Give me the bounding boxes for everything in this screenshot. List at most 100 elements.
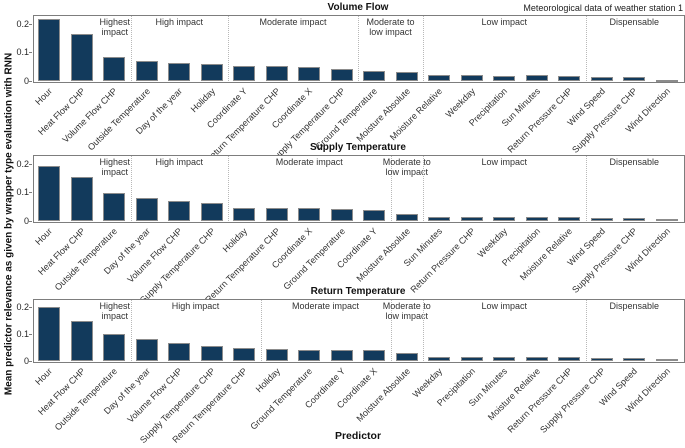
- bar: [103, 57, 126, 81]
- bar: [460, 75, 483, 81]
- impact-group-separator: [390, 300, 392, 361]
- bar: [525, 217, 548, 221]
- bar: [233, 208, 256, 221]
- bar: [265, 349, 288, 361]
- bar: [168, 201, 191, 221]
- impact-group-separator: [585, 156, 587, 221]
- bar: [525, 357, 548, 361]
- bar: [655, 359, 678, 361]
- bar: [395, 72, 418, 81]
- bar: [363, 350, 386, 361]
- bar: [298, 67, 321, 81]
- bar: [70, 321, 93, 361]
- bar: [135, 198, 158, 221]
- bar: [623, 77, 646, 81]
- bar: [363, 71, 386, 81]
- bar: [395, 353, 418, 361]
- bar: [493, 76, 516, 81]
- bar: [460, 217, 483, 221]
- y-tick-mark: [29, 334, 32, 336]
- bar: [70, 177, 93, 221]
- bar: [655, 80, 678, 82]
- bar: [428, 217, 451, 221]
- impact-group-label: Dispensable: [609, 301, 660, 311]
- y-tick-label: 0: [23, 216, 29, 226]
- impact-group-label: Highest impact: [99, 301, 131, 321]
- impact-group-label: Moderate to low impact: [366, 17, 415, 37]
- impact-group-separator: [585, 16, 587, 81]
- bar: [70, 34, 93, 81]
- y-tick-label: 0.1: [16, 47, 29, 58]
- bar: [200, 346, 223, 361]
- impact-group-separator: [423, 16, 424, 81]
- bar: [38, 307, 61, 361]
- chart-title: Volume Flow: [327, 2, 389, 13]
- y-tick-label: 0.1: [16, 329, 29, 340]
- bar: [330, 69, 353, 81]
- impact-group-label: Highest impact: [99, 17, 131, 37]
- y-tick-mark: [29, 192, 32, 194]
- y-tick-mark: [29, 52, 32, 54]
- bar: [103, 334, 126, 361]
- bar: [590, 358, 613, 361]
- y-tick-mark: [29, 163, 32, 165]
- impact-group-label: Highest impact: [99, 157, 131, 177]
- y-tick-label: 0: [23, 356, 29, 366]
- impact-group-separator: [585, 300, 587, 361]
- impact-group-separator: [423, 156, 424, 221]
- bar: [590, 218, 613, 221]
- impact-group-separator: [228, 16, 229, 81]
- bar: [558, 217, 581, 221]
- impact-group-label: Moderate to low impact: [382, 301, 431, 321]
- impact-group-label: High impact: [155, 157, 204, 167]
- chart-title: Return Temperature: [310, 286, 406, 297]
- y-tick-mark: [29, 361, 32, 362]
- impact-group-separator: [130, 16, 132, 81]
- impact-group-label: Dispensable: [609, 157, 660, 167]
- impact-group-label: Low impact: [481, 301, 528, 311]
- impact-group-label: Low impact: [481, 17, 528, 27]
- bar: [525, 75, 548, 81]
- bar: [493, 217, 516, 221]
- impact-group-label: High impact: [171, 301, 220, 311]
- bar: [395, 214, 418, 221]
- bar: [623, 358, 646, 361]
- y-tick-label: 0: [23, 76, 29, 86]
- bar: [298, 350, 321, 361]
- bar: [168, 343, 191, 361]
- impact-group-label: Dispensable: [609, 17, 660, 27]
- bar: [330, 350, 353, 361]
- impact-group-separator: [130, 156, 132, 221]
- y-tick-mark: [29, 23, 32, 25]
- y-tick-label: 0.2: [16, 302, 29, 313]
- figure-annotation: Meteorological data of weather station 1: [523, 3, 683, 13]
- bar: [200, 203, 223, 221]
- y-tick-mark: [29, 221, 32, 222]
- y-tick-mark: [29, 81, 32, 82]
- bar: [558, 357, 581, 361]
- y-tick-label: 0.1: [16, 187, 29, 198]
- y-tick-mark: [29, 307, 32, 309]
- bar: [233, 348, 256, 361]
- bar: [38, 166, 61, 221]
- impact-group-separator: [358, 16, 359, 81]
- impact-group-label: Moderate impact: [259, 17, 327, 27]
- bar: [428, 357, 451, 361]
- bar: [233, 66, 256, 81]
- impact-group-separator: [130, 300, 132, 361]
- bar: [493, 357, 516, 361]
- bar: [655, 219, 678, 221]
- bar: [103, 193, 126, 221]
- impact-group-separator: [423, 300, 424, 361]
- impact-group-separator: [260, 300, 262, 361]
- y-tick-label: 0.2: [16, 158, 29, 169]
- impact-group-label: Moderate impact: [275, 157, 343, 167]
- impact-group-label: High impact: [155, 17, 204, 27]
- bar: [428, 75, 451, 81]
- bar: [200, 64, 223, 81]
- impact-group-separator: [390, 156, 392, 221]
- impact-group-separator: [228, 156, 229, 221]
- impact-group-label: Low impact: [481, 157, 528, 167]
- bar: [135, 61, 158, 81]
- bar: [265, 208, 288, 221]
